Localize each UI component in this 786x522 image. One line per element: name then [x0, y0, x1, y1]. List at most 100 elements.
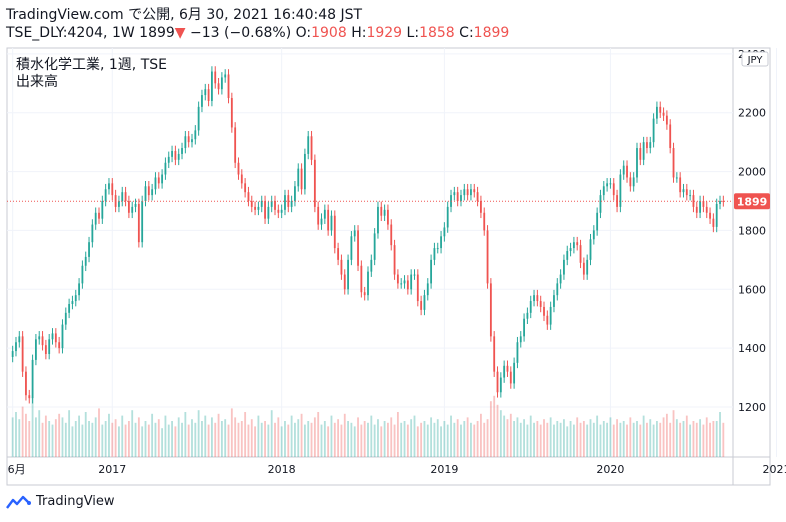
candle-body [363, 292, 366, 296]
candle-body [619, 174, 622, 207]
volume-bar [81, 424, 84, 457]
volume-bar [496, 404, 499, 457]
volume-bar [699, 419, 702, 457]
volume-bar [157, 419, 160, 457]
candle-body [34, 339, 37, 360]
y-tick-label: 2000 [738, 166, 766, 179]
volume-bar [227, 424, 230, 457]
volume-bar [393, 424, 396, 457]
x-tick-label: 2019 [430, 463, 458, 476]
volume-bar [177, 417, 180, 457]
volume-bar [171, 421, 173, 457]
volume-bar [606, 422, 609, 457]
candle-body [523, 318, 525, 337]
candle-body [662, 112, 665, 116]
volume-bar [416, 426, 419, 457]
candle-body [297, 168, 300, 187]
volume-bar [453, 422, 456, 457]
candle-body [629, 177, 632, 187]
candle-body [51, 333, 54, 340]
volume-bar [387, 422, 389, 457]
candle-body [254, 206, 257, 210]
volume-bar [108, 413, 110, 457]
candle-body [446, 206, 449, 228]
candle-body [616, 195, 618, 207]
candle-body [317, 206, 320, 225]
volume-bar [596, 415, 599, 457]
price-chart[interactable]: 1200140016001800200022002400 6月201720182… [0, 0, 786, 490]
volume-bar [181, 422, 183, 457]
candle-body [589, 239, 592, 260]
volume-bar [656, 421, 658, 457]
volume-bar [310, 422, 313, 457]
candle-body [479, 201, 482, 213]
volume-bar [207, 424, 210, 457]
candle-body [191, 139, 193, 143]
candle-body [632, 177, 635, 187]
candle-body [622, 165, 625, 175]
candle-body [652, 118, 655, 143]
volume-bar [68, 410, 71, 457]
volume-bar [569, 421, 572, 457]
currency-label[interactable]: JPY [741, 51, 769, 67]
volume-bar [536, 421, 539, 457]
candle-body [506, 365, 509, 372]
volume-bar [675, 419, 678, 457]
volume-bar [410, 419, 413, 457]
volume-bar [499, 410, 502, 457]
volume-bar [224, 419, 227, 457]
candle-body [224, 74, 227, 78]
candle-body [526, 312, 529, 319]
volume-bar [629, 417, 632, 457]
volume-bar [662, 417, 665, 457]
candle-body [174, 150, 177, 160]
volume-bar [164, 415, 167, 457]
candle-body [357, 230, 359, 266]
volume-bar [543, 419, 545, 457]
volume-bar [423, 421, 426, 457]
candle-body [131, 206, 134, 213]
candle-body [41, 336, 44, 346]
volume-bar [290, 415, 293, 457]
footer-brand[interactable]: TradingView [36, 494, 115, 509]
candle-body [493, 336, 496, 372]
candle-body [28, 395, 31, 399]
volume-bar [463, 421, 466, 457]
candle-body [606, 183, 609, 187]
volume-bar [443, 421, 446, 457]
candle-body [108, 183, 110, 190]
volume-bar [689, 424, 692, 457]
candle-body [436, 248, 439, 250]
candle-body [88, 242, 90, 257]
volume-bar [602, 421, 605, 457]
volume-bar [357, 417, 359, 457]
candle-body [264, 201, 266, 219]
volume-bar [317, 412, 320, 457]
volume-bar [64, 422, 67, 457]
volume-bar [705, 417, 708, 457]
volume-bar [685, 415, 688, 457]
candle-body [390, 224, 393, 246]
candle-body [78, 283, 80, 296]
volume-bar [396, 412, 399, 457]
volume-bar [280, 426, 283, 457]
volume-bar [313, 417, 316, 457]
volume-bar [669, 422, 672, 457]
candle-body [403, 280, 406, 284]
volume-bar [11, 417, 14, 457]
volume-bar [41, 422, 44, 457]
volume-bar [516, 417, 519, 457]
candle-body [499, 377, 502, 393]
volume-bar [586, 424, 589, 457]
volume-bar [327, 426, 330, 457]
volume-bar [479, 413, 482, 457]
price-tag-label: 1899 [737, 195, 768, 208]
candle-body [602, 186, 605, 196]
candle-body [18, 336, 21, 343]
candle-body [61, 324, 64, 349]
x-tick-label: 6月 [8, 463, 26, 476]
candle-body [383, 209, 386, 216]
candle-body [572, 242, 575, 249]
volume-bar [599, 424, 602, 457]
y-tick-label: 1800 [738, 224, 766, 237]
